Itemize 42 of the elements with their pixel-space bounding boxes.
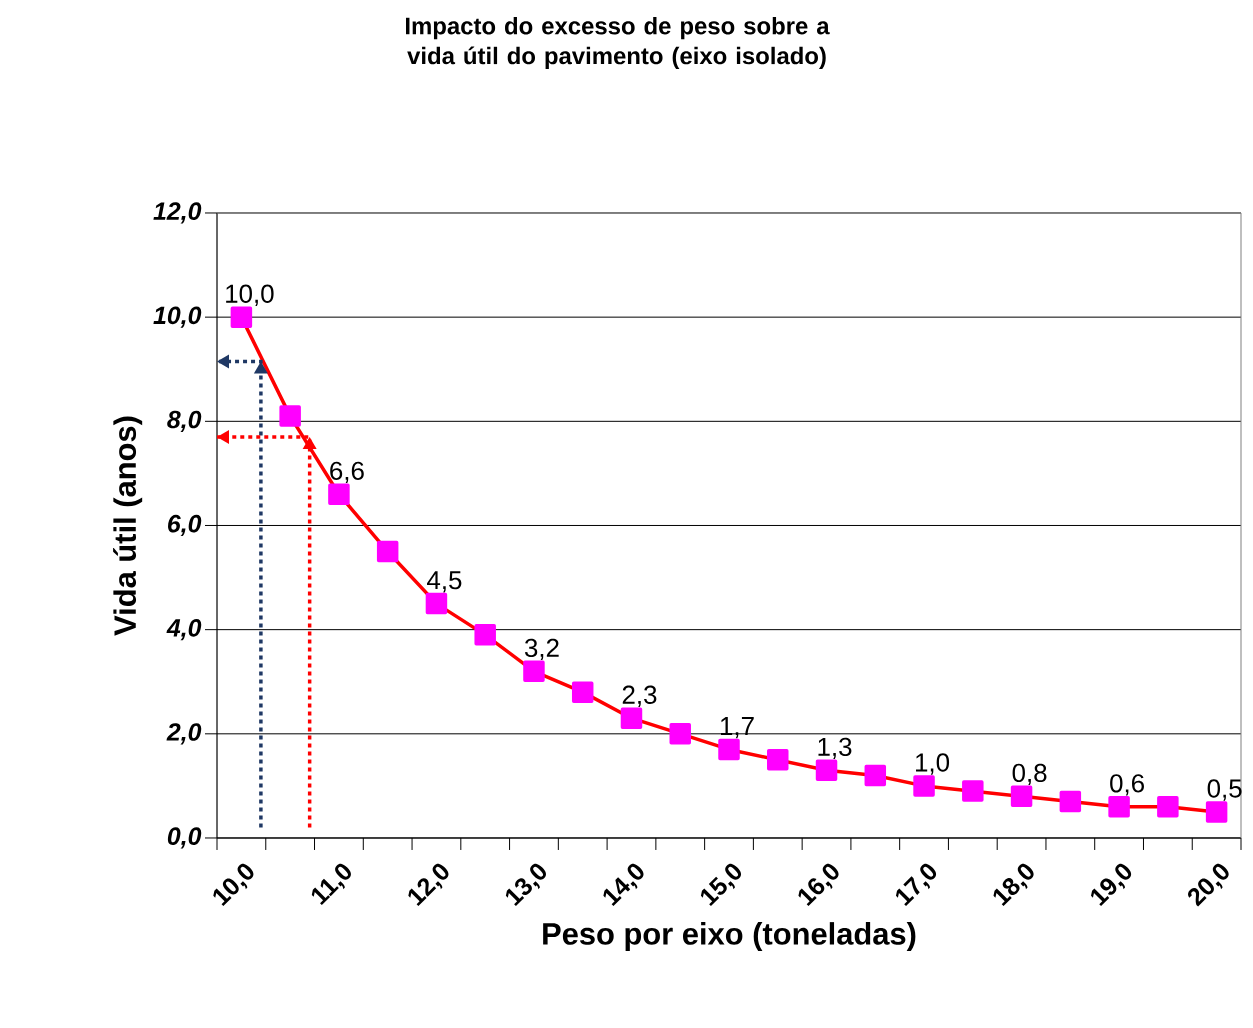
point xyxy=(474,624,496,646)
point xyxy=(1157,795,1179,818)
point xyxy=(718,738,740,761)
point xyxy=(279,405,301,427)
data-label: 1,3 xyxy=(818,737,852,760)
point xyxy=(425,592,448,615)
data-label: 10,0 xyxy=(226,284,274,306)
point xyxy=(523,660,545,683)
data-label: 0,6 xyxy=(1110,774,1144,796)
point xyxy=(1108,795,1130,818)
data-label: 3,2 xyxy=(524,638,559,661)
y-tick-label: 8,0 xyxy=(167,410,202,432)
y-tick-label: 6,0 xyxy=(168,514,202,537)
y-tick-label: 10,0 xyxy=(153,306,202,328)
data-label: 1,0 xyxy=(916,753,950,775)
y-tick-label: 4,0 xyxy=(166,619,202,641)
data-label: 2,3 xyxy=(622,685,657,707)
y-tick-label: 2,0 xyxy=(166,723,202,745)
y-tick-label: 12,0 xyxy=(153,202,202,224)
y-tick-label: 0,0 xyxy=(167,827,202,849)
point xyxy=(1010,785,1033,808)
point xyxy=(620,707,643,729)
chart-title: Impacto do excesso de peso sobre a vida útil do pavimento (eixo isolado) xyxy=(405,16,830,70)
data-label: 0,5 xyxy=(1207,779,1242,801)
point xyxy=(913,775,935,797)
x-axis-title: Peso por eixo (toneladas) xyxy=(543,922,916,951)
y-axis-title: Vida útil (anos) xyxy=(113,416,143,636)
x-tick-label: 11,0 xyxy=(311,863,351,906)
point xyxy=(815,759,838,782)
point xyxy=(962,780,984,802)
point xyxy=(669,723,691,745)
point xyxy=(1059,790,1082,813)
point xyxy=(571,681,594,703)
data-label: 0,8 xyxy=(1012,763,1047,786)
data-label: 4,5 xyxy=(427,571,462,593)
point xyxy=(230,306,253,328)
point xyxy=(767,749,789,771)
point xyxy=(864,764,887,787)
data-label: 6,6 xyxy=(330,461,364,484)
point xyxy=(376,540,399,563)
point xyxy=(328,483,350,505)
point xyxy=(1205,801,1228,823)
